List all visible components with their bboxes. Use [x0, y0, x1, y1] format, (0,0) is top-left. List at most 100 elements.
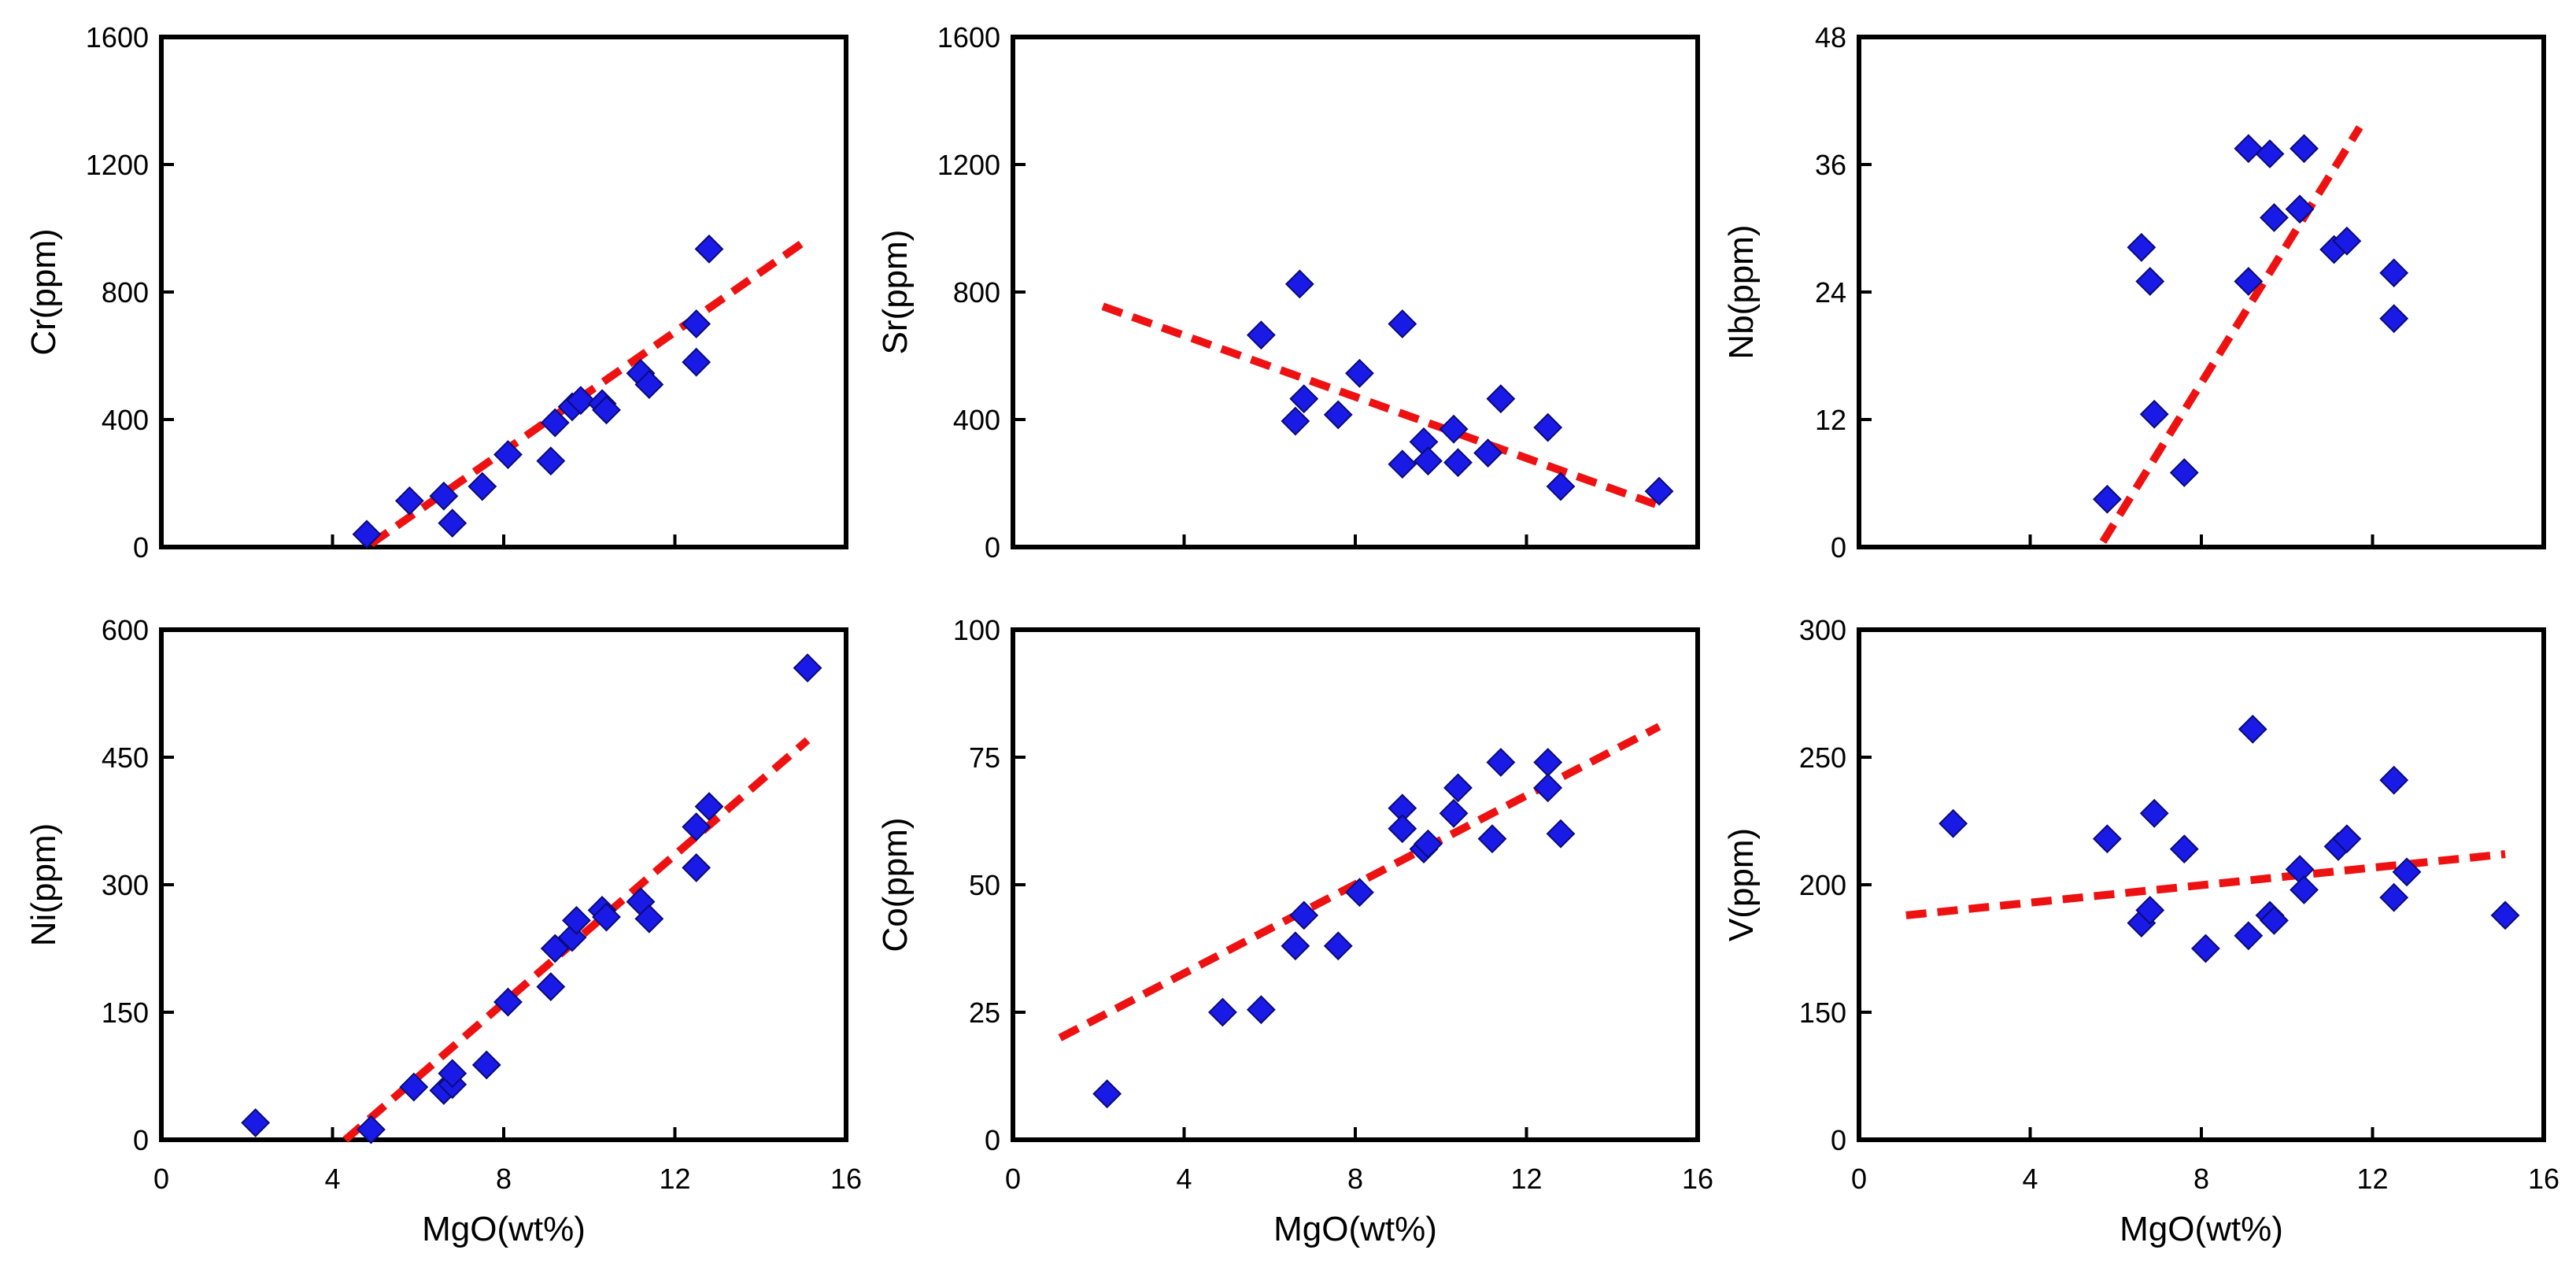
data-point [634, 904, 664, 934]
data-point [592, 902, 621, 932]
data-point [2234, 267, 2264, 296]
y-tick-label: 0 [1831, 1124, 1846, 1156]
data-point [399, 1072, 429, 1102]
data-point [1323, 400, 1353, 430]
data-point [1092, 1079, 1122, 1109]
data-point [2139, 399, 2169, 429]
plot-cr: 0 400 800 1200 1600 Cr(ppm) [24, 21, 848, 564]
x-tick-label: 16 [1682, 1163, 1713, 1195]
y-axis-title: V(ppm) [1722, 828, 1761, 941]
y-tick-label: 400 [102, 404, 149, 436]
y-tick-label: 200 [1799, 869, 1846, 901]
data-point [2234, 134, 2264, 164]
y-tick-label: 48 [1815, 21, 1846, 54]
plot-sr: 0 400 800 1200 1600 Sr(ppm) [876, 21, 1700, 564]
data-point [2379, 882, 2409, 912]
y-tick-label: 1600 [937, 21, 1000, 54]
data-point [1443, 773, 1473, 803]
data-point [2285, 194, 2315, 224]
x-tick-label: 4 [2022, 1163, 2038, 1195]
y-tick-label: 300 [1799, 614, 1846, 646]
x-tick-label: 12 [1510, 1163, 1542, 1195]
y-tick-label: 150 [102, 997, 149, 1029]
data-point [1414, 446, 1443, 476]
data-point [1208, 997, 1237, 1027]
x-tick-label: 8 [2193, 1163, 2209, 1195]
data-point [493, 987, 523, 1017]
data-point [2169, 458, 2199, 487]
data-point [1546, 819, 1576, 849]
y-axis-title: Co(ppm) [876, 817, 915, 952]
data-point [1473, 438, 1502, 468]
x-tick-label: 4 [324, 1163, 340, 1195]
data-point [468, 471, 497, 501]
data-point [2191, 934, 2220, 963]
data-point [1281, 406, 1310, 436]
plot-frame [1011, 35, 1700, 549]
data-point [2379, 304, 2409, 334]
data-point [2392, 857, 2422, 887]
trend-line [1905, 850, 2506, 919]
x-axis-title: MgO(wt%) [2120, 1210, 2283, 1248]
y-tick-label: 300 [102, 869, 149, 901]
y-tick-label: 800 [102, 276, 149, 309]
data-point [540, 408, 570, 438]
y-tick-label: 0 [985, 1124, 1000, 1156]
x-tick-label: 12 [659, 1163, 690, 1195]
data-point [1533, 773, 1563, 803]
trend-line [342, 737, 811, 1143]
data-point [241, 1107, 271, 1137]
data-point [493, 440, 523, 469]
data-point [1414, 829, 1443, 859]
x-tick-label: 0 [153, 1163, 169, 1195]
data-point [2139, 798, 2169, 828]
trend-line [1058, 723, 1661, 1041]
data-point [592, 395, 621, 425]
data-point [682, 852, 711, 882]
data-point [438, 508, 468, 538]
data-point [1284, 269, 1314, 299]
y-tick-label: 12 [1815, 404, 1846, 436]
data-point [562, 905, 591, 935]
data-point [1246, 320, 1276, 350]
data-point [1439, 414, 1469, 444]
y-tick-label: 100 [953, 614, 1000, 646]
data-point [682, 347, 711, 377]
trend-line [2099, 125, 2363, 544]
y-axis-title: Sr(ppm) [876, 230, 915, 355]
trend-line [1101, 302, 1661, 510]
data-point [2169, 834, 2199, 864]
y-tick-label: 150 [1799, 997, 1846, 1029]
data-point [1938, 808, 1968, 838]
data-point [1289, 384, 1319, 414]
data-point [2379, 765, 2409, 795]
data-point [1477, 824, 1507, 854]
plot-v: 0 150 200 250 300 0 4 8 12 16 V(ppm) MgO(wt%) [1722, 614, 2559, 1248]
data-point [1323, 931, 1353, 961]
x-axis-title: MgO(wt%) [1273, 1210, 1437, 1248]
y-tick-label: 1200 [86, 149, 149, 181]
data-point [1486, 748, 1516, 777]
data-point [2379, 258, 2409, 288]
data-point [1439, 798, 1469, 828]
y-tick-label: 25 [969, 997, 1000, 1029]
data-point [2238, 714, 2267, 744]
y-tick-label: 400 [953, 404, 1000, 436]
data-point [352, 520, 382, 549]
data-point [540, 934, 570, 963]
data-point [1533, 748, 1563, 777]
y-tick-label: 0 [133, 531, 149, 564]
data-point [1281, 931, 1310, 961]
data-point [1443, 448, 1473, 478]
x-axis-title: MgO(wt%) [422, 1210, 586, 1248]
x-tick-label: 16 [830, 1163, 862, 1195]
x-tick-label: 8 [496, 1163, 512, 1195]
data-point [2092, 824, 2122, 854]
y-tick-label: 50 [969, 869, 1000, 901]
data-point [394, 486, 424, 516]
y-axis-title: Ni(ppm) [24, 823, 63, 946]
data-point [2290, 134, 2319, 164]
data-point [682, 309, 711, 338]
plot-frame [159, 35, 848, 549]
x-tick-label: 8 [1347, 1163, 1363, 1195]
